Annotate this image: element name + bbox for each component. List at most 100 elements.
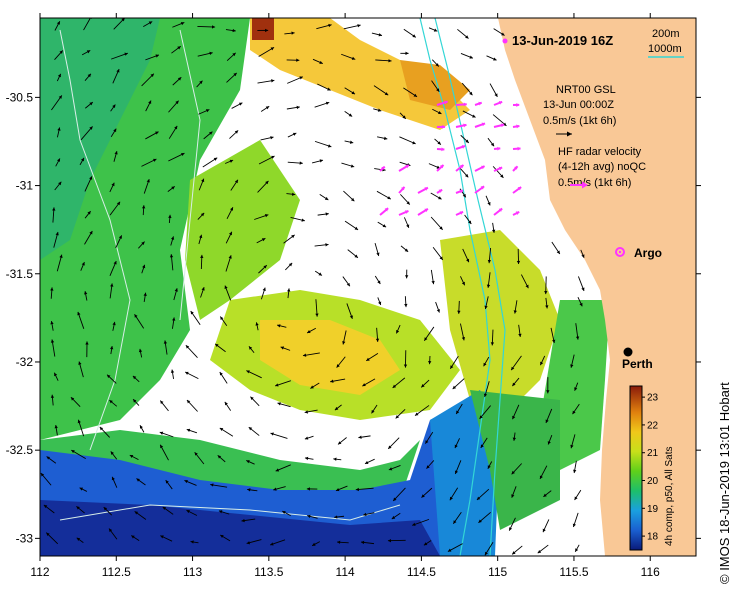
model-vector-head xyxy=(56,21,60,25)
radar-vector-head xyxy=(514,166,518,170)
model-vector-head xyxy=(232,28,236,33)
model-vector-head xyxy=(513,310,517,314)
model-vector-head xyxy=(402,115,406,119)
model-vector-head xyxy=(581,254,585,258)
model-vector-head xyxy=(270,542,274,546)
hf-radar-velocity-vectors xyxy=(379,100,522,216)
model-vector-head xyxy=(299,161,303,165)
contour-line-west xyxy=(59,29,131,451)
model-vector-head xyxy=(479,415,483,419)
y-tick-label: -31 xyxy=(16,179,34,193)
model-vector-head xyxy=(264,214,269,218)
model-vector-head xyxy=(185,371,189,375)
model-vector-head xyxy=(426,465,430,469)
model-vector-head xyxy=(114,151,118,155)
model-vector-head xyxy=(304,436,309,440)
model-vector-head xyxy=(405,275,409,279)
radar-vector-head xyxy=(498,101,503,105)
model-vector-head xyxy=(457,310,461,314)
model-vector-head xyxy=(170,236,175,240)
model-vector-head xyxy=(542,528,546,533)
model-vector-head xyxy=(545,305,549,309)
model-vector-head xyxy=(404,303,408,308)
model-vector-head xyxy=(325,243,329,247)
model-vector-head xyxy=(395,415,400,419)
radar-vector-head xyxy=(461,145,466,149)
model-vector-head xyxy=(327,144,332,148)
argo-float-marker xyxy=(615,247,625,257)
model-vector-head xyxy=(79,487,84,491)
model-vector-head xyxy=(59,254,63,259)
model-vector-head xyxy=(52,207,56,211)
model-vector-head xyxy=(349,315,353,319)
model-vector-head xyxy=(248,427,253,431)
model-vector-head xyxy=(355,487,359,492)
model-vector-head xyxy=(113,261,117,265)
radar-vector-head xyxy=(405,210,409,214)
radar-vector-head xyxy=(463,123,467,128)
model-vector-head xyxy=(70,397,75,401)
model-vector-head xyxy=(172,317,176,321)
model-vector-head xyxy=(487,259,492,264)
model-vector-head xyxy=(412,141,416,145)
model-vector-head xyxy=(186,400,191,404)
model-vector-head xyxy=(484,305,488,309)
model-vector-head xyxy=(148,21,153,25)
model-vector-head xyxy=(472,114,476,118)
model-vector-head xyxy=(56,158,60,162)
model-vector-head xyxy=(291,234,295,239)
model-vector-head xyxy=(544,290,548,295)
model-vector-head xyxy=(255,322,259,326)
model-vector-head xyxy=(304,456,309,461)
model-vector-head xyxy=(358,435,362,439)
model-vector-head xyxy=(406,201,410,205)
model-vector-head xyxy=(234,179,238,184)
radar-vector-head xyxy=(480,186,485,190)
model-vector-head xyxy=(89,231,93,235)
model-vector-head xyxy=(392,384,397,388)
y-tick-label: -31.5 xyxy=(6,267,34,281)
model-vector-head xyxy=(159,431,164,435)
model-vector-head xyxy=(247,488,251,492)
radar-vector-head xyxy=(500,123,505,128)
radar-vector-head xyxy=(517,146,521,151)
model-vector-head xyxy=(346,282,350,287)
x-tick-label: 113.5 xyxy=(254,565,283,579)
sst-field xyxy=(40,18,610,556)
model-vector-head xyxy=(436,88,440,92)
model-vector-head xyxy=(87,73,91,78)
model-vector-head xyxy=(271,79,275,83)
model-vector-head xyxy=(318,272,322,276)
model-vector-head xyxy=(466,258,470,263)
x-tick-label: 113 xyxy=(183,565,202,579)
sst-region-center-ring xyxy=(185,140,300,320)
model-vector-head xyxy=(171,186,175,190)
model-vector-head xyxy=(246,541,251,545)
model-vector-head xyxy=(81,262,85,266)
model-vector-head xyxy=(89,102,93,106)
model-vector-head xyxy=(85,341,89,345)
model-vector-head xyxy=(201,287,205,291)
model-vector-head xyxy=(307,329,311,333)
model-vector-head xyxy=(484,551,488,556)
model-vector-head xyxy=(387,538,392,543)
model-vector-head xyxy=(138,348,143,353)
model-vector-head xyxy=(199,80,203,85)
x-tick-label: 115 xyxy=(488,565,507,579)
radar-vector-head xyxy=(478,101,482,106)
model-vector-head xyxy=(209,131,213,135)
model-vector-head xyxy=(168,214,172,219)
model-vector-head xyxy=(431,280,435,285)
radar-vector-head xyxy=(481,122,486,127)
model-vector-head xyxy=(186,510,190,514)
radar-vector-head xyxy=(459,165,464,169)
model-vector-head xyxy=(573,469,577,474)
model-vector-head xyxy=(364,460,369,464)
model-vector-head xyxy=(509,527,513,531)
x-tick-label: 112.5 xyxy=(102,565,131,579)
sst-region-hot-spot xyxy=(252,18,274,40)
model-vector-head xyxy=(306,487,310,491)
model-vector-head xyxy=(152,158,157,162)
x-tick-label: 116 xyxy=(641,565,660,579)
model-vector-head xyxy=(469,91,473,96)
